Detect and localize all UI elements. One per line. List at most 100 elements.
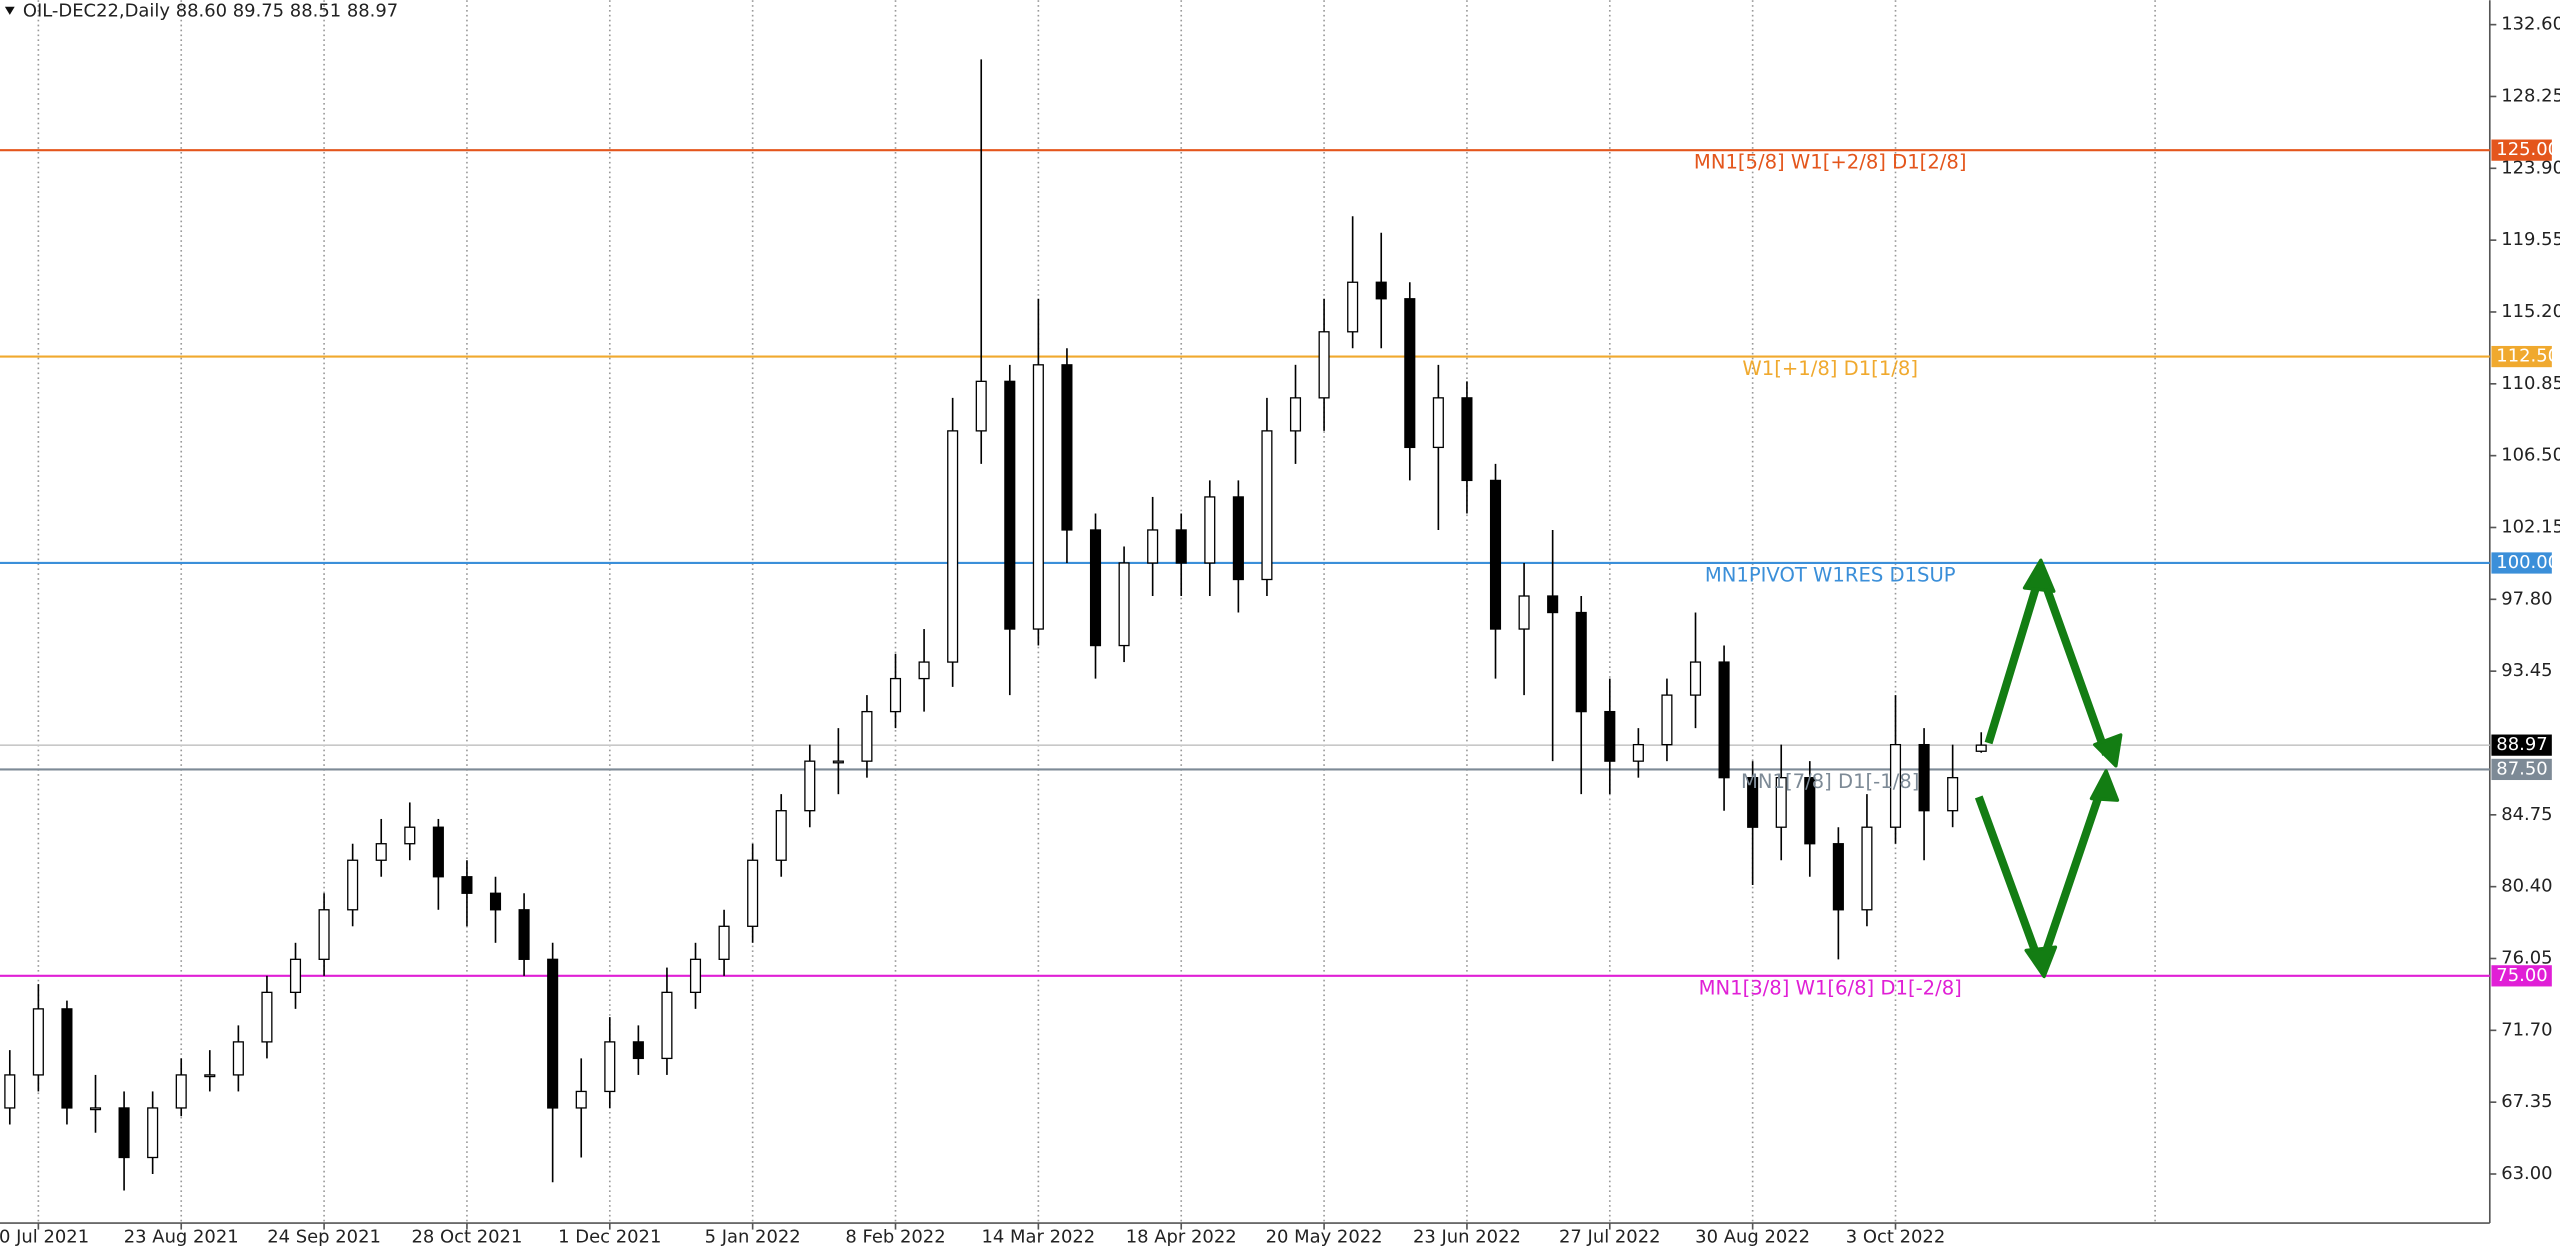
candle-body	[918, 661, 930, 680]
y-tick-label: 132.60	[2501, 14, 2560, 35]
forecast-arrows	[1974, 558, 2123, 979]
candle-body	[1947, 777, 1959, 812]
price-badge	[2491, 345, 2552, 368]
menu-triangle[interactable]	[4, 6, 15, 15]
candle-body	[1232, 496, 1244, 581]
y-tick-label: 123.90	[2501, 157, 2560, 178]
candle-body	[375, 843, 387, 861]
x-tick-label: 1 Dec 2021	[558, 1227, 661, 1248]
candle-body	[461, 876, 473, 894]
candle-body	[518, 909, 530, 960]
x-tick-label: 28 Oct 2021	[411, 1227, 522, 1248]
candle-body	[1461, 397, 1473, 482]
x-tick-label: 20 May 2022	[1266, 1227, 1383, 1248]
candle-body	[747, 859, 759, 927]
arrowhead	[2024, 945, 2058, 979]
x-tick-label: 14 Mar 2022	[982, 1227, 1096, 1248]
x-tick-label: 18 Apr 2022	[1126, 1227, 1237, 1248]
y-tick-label: 102.15	[2501, 516, 2560, 537]
candle-body	[1089, 529, 1102, 647]
candle-body	[1404, 298, 1416, 449]
candle-body	[204, 1074, 216, 1078]
candle-body	[861, 710, 873, 762]
y-tick-label: 106.50	[2501, 445, 2560, 466]
candle-body	[1375, 281, 1387, 300]
candle-body	[1661, 694, 1673, 746]
x-tick-label: 24 Sep 2021	[267, 1227, 381, 1248]
candle-body	[1289, 397, 1302, 432]
chart-title: OIL-DEC22,Daily 88.60 89.75 88.51 88.97	[23, 1, 398, 22]
price-badge-label: 112.50	[2496, 346, 2559, 367]
arrowhead	[2022, 558, 2056, 593]
candle-body	[632, 1041, 644, 1060]
y-tick-label: 63.00	[2501, 1163, 2552, 1184]
price-badge	[2491, 139, 2552, 161]
candle-body	[432, 826, 444, 878]
y-tick-label: 93.45	[2501, 660, 2552, 681]
candle-body	[689, 958, 702, 994]
candle-body	[1889, 743, 1902, 828]
candle-body	[1032, 364, 1044, 630]
x-tick-label: 8 Feb 2022	[845, 1227, 945, 1248]
candle-body	[775, 810, 787, 861]
candle-body	[547, 958, 559, 1109]
candle-body	[1918, 743, 1930, 812]
price-badge-label: 125.00	[2496, 139, 2559, 160]
y-tick-label: 115.20	[2501, 301, 2560, 322]
candle-body	[1804, 777, 1816, 845]
candle-body	[1347, 281, 1359, 333]
candle-body	[61, 1008, 73, 1109]
x-tick-label: 5 Jan 2022	[705, 1227, 801, 1248]
candle-body	[232, 1041, 244, 1076]
candle-body	[118, 1107, 130, 1159]
candle-body	[347, 859, 359, 911]
y-tick-label: 119.55	[2501, 229, 2560, 250]
price-badge	[2491, 552, 2552, 574]
price-badge	[2491, 758, 2552, 781]
candle-body	[804, 760, 816, 812]
x-tick-label: 27 Jul 2022	[1559, 1227, 1661, 1248]
candle-body	[832, 760, 844, 764]
price-badge	[2491, 965, 2552, 987]
y-tick-label: 80.40	[2501, 876, 2552, 897]
level-text: W1[+1/8] D1[1/8]	[1742, 357, 1918, 380]
candle-body	[175, 1074, 187, 1109]
candle-body	[289, 958, 302, 994]
y-tick-label: 97.80	[2501, 588, 2552, 609]
candle-body	[1604, 710, 1616, 762]
candle-body	[575, 1090, 587, 1109]
y-tick-label: 110.85	[2501, 373, 2560, 394]
candle-body	[889, 677, 902, 713]
arrowhead	[2089, 769, 2120, 802]
x-tick-label: 23 Jun 2022	[1413, 1227, 1521, 1248]
candle-body	[1489, 479, 1502, 630]
candle-body	[261, 991, 273, 1043]
y-tick-label: 84.75	[2501, 804, 2552, 825]
last-price-badge	[2491, 734, 2552, 756]
candle-body	[1975, 744, 1987, 752]
candle-body	[1518, 595, 1530, 630]
candle-body	[1004, 380, 1016, 630]
candle-body	[1432, 397, 1444, 449]
candle-body	[4, 1074, 16, 1109]
candle-body	[318, 909, 330, 960]
candle-body	[1632, 743, 1644, 762]
x-tick-label: 23 Aug 2021	[124, 1227, 239, 1248]
level-text: MN1PIVOT W1RES D1SUP	[1705, 564, 1956, 587]
level-text: MN1[7/8] D1[-1/8]	[1741, 770, 1919, 793]
x-tick-label: 30 Aug 2022	[1695, 1227, 1810, 1248]
x-tick-label: 3 Oct 2022	[1846, 1227, 1945, 1248]
y-tick-label: 71.70	[2501, 1019, 2552, 1040]
candle-body	[1775, 777, 1787, 828]
candle-body	[1175, 529, 1187, 564]
candle-body	[1118, 562, 1130, 647]
candle-body	[604, 1041, 616, 1093]
candle-body	[1061, 364, 1073, 531]
candle-body	[661, 991, 673, 1060]
candle-body	[1747, 777, 1759, 828]
arrowhead	[2093, 733, 2123, 768]
candle-body	[147, 1107, 159, 1159]
